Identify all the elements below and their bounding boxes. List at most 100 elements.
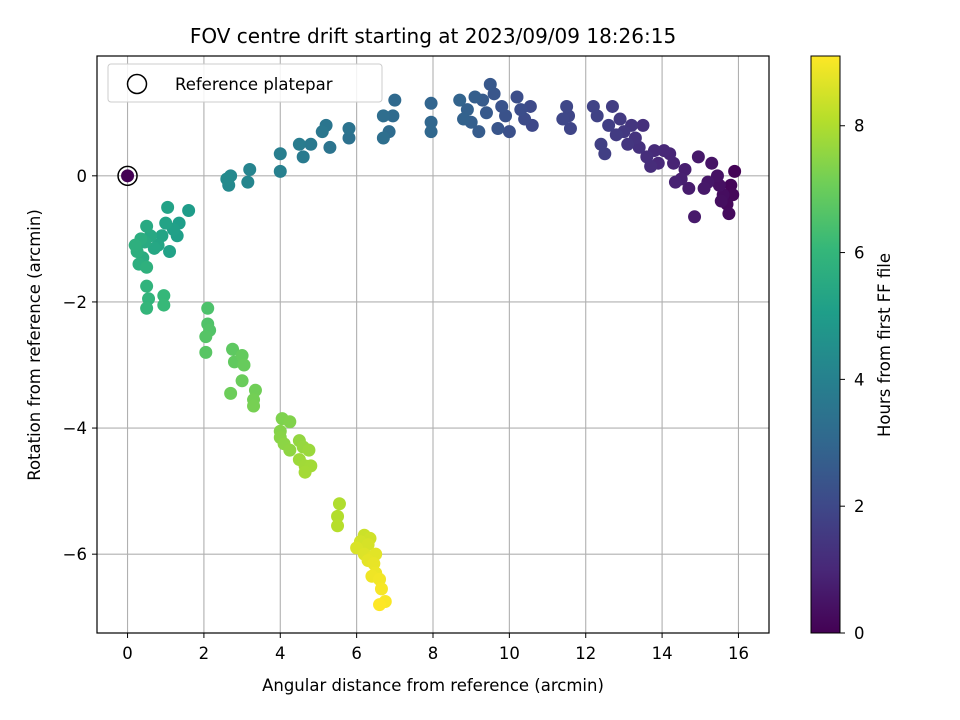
data-point <box>304 137 318 151</box>
y-tick-label: −2 <box>63 293 87 312</box>
data-point <box>710 169 724 183</box>
data-point <box>491 122 505 136</box>
data-point <box>226 342 240 356</box>
legend-box <box>107 63 383 103</box>
data-point <box>556 112 570 126</box>
data-point <box>243 163 257 177</box>
data-point <box>602 118 616 132</box>
x-tick-label: 6 <box>351 644 362 663</box>
data-point <box>199 345 213 359</box>
x-axis-label: Angular distance from reference (arcmin) <box>262 676 604 695</box>
data-point <box>220 172 234 186</box>
data-point <box>388 93 402 107</box>
data-point <box>714 194 728 208</box>
data-point <box>273 147 287 161</box>
data-point <box>140 219 154 233</box>
data-point <box>241 175 255 189</box>
data-point <box>159 216 173 230</box>
colorbar-tick-label: 6 <box>854 244 865 263</box>
data-point <box>140 260 154 274</box>
data-point <box>161 200 175 214</box>
data-point <box>157 289 171 303</box>
data-point <box>728 164 742 178</box>
data-point <box>332 497 346 511</box>
data-point <box>315 125 329 139</box>
x-tick-label: 0 <box>122 644 133 663</box>
data-points <box>121 77 742 612</box>
data-point <box>247 399 261 413</box>
data-point <box>510 90 524 104</box>
data-point <box>682 181 696 195</box>
data-point <box>201 301 215 315</box>
y-axis-label: Rotation from reference (arcmin) <box>25 209 44 481</box>
x-tick-label: 14 <box>652 644 673 663</box>
data-point <box>302 443 316 457</box>
data-point <box>657 144 671 158</box>
legend-label-reference: Reference platepar <box>175 75 333 94</box>
data-point <box>424 115 438 129</box>
data-point <box>331 509 345 523</box>
data-point <box>605 99 619 113</box>
data-point <box>609 128 623 142</box>
data-point <box>140 279 154 293</box>
legend-marker-reference <box>126 73 148 95</box>
data-point <box>705 156 719 170</box>
colorbar-gradient <box>810 55 841 634</box>
data-point <box>283 415 297 429</box>
data-point <box>386 109 400 123</box>
colorbar-label: Hours from first FF file <box>875 253 894 437</box>
colorbar-ticks: 0 2 4 6 8 <box>840 117 865 643</box>
data-point <box>563 122 577 136</box>
data-point <box>691 150 705 164</box>
data-point <box>594 137 608 151</box>
data-point <box>237 358 251 372</box>
data-point <box>424 96 438 110</box>
reference-platepar-marker <box>117 165 138 187</box>
x-tick-label: 12 <box>575 644 596 663</box>
data-point <box>163 244 177 258</box>
y-tick-label: −6 <box>63 545 87 564</box>
y-tick-label: 0 <box>77 167 88 186</box>
data-point <box>373 598 387 612</box>
data-point <box>457 112 471 126</box>
colorbar: 0 2 4 6 8 Hours from first FF file <box>810 55 894 643</box>
data-point <box>621 137 635 151</box>
data-point <box>502 125 516 139</box>
data-point <box>472 125 486 139</box>
data-point <box>157 298 171 312</box>
data-point <box>376 109 390 123</box>
data-point <box>586 99 600 113</box>
y-tick-label: −4 <box>63 419 87 438</box>
legend: Reference platepar <box>107 63 383 103</box>
data-point <box>296 150 310 164</box>
data-point <box>613 112 627 126</box>
data-point <box>121 169 135 183</box>
x-tick-label: 16 <box>728 644 749 663</box>
data-point <box>688 210 702 224</box>
data-point <box>514 103 528 117</box>
colorbar-tick-label: 8 <box>854 117 865 136</box>
data-point <box>273 164 287 178</box>
data-point <box>342 122 356 136</box>
data-point <box>224 386 238 400</box>
data-point <box>292 137 306 151</box>
data-point <box>128 238 142 252</box>
x-tick-label: 10 <box>499 644 520 663</box>
axis-ticks: 0 2 4 6 8 10 12 14 16 −6 −4 −2 0 <box>63 167 749 663</box>
data-point <box>668 175 682 189</box>
data-point <box>483 77 497 91</box>
colorbar-tick-label: 4 <box>854 370 865 389</box>
data-point <box>479 106 493 120</box>
data-point <box>140 301 154 315</box>
data-point <box>636 118 650 132</box>
data-point <box>640 150 654 164</box>
data-point <box>726 188 740 202</box>
data-point <box>495 99 509 113</box>
data-point <box>453 93 467 107</box>
data-point <box>560 99 574 113</box>
data-point <box>374 582 388 596</box>
x-tick-label: 2 <box>199 644 210 663</box>
data-point <box>697 181 711 195</box>
